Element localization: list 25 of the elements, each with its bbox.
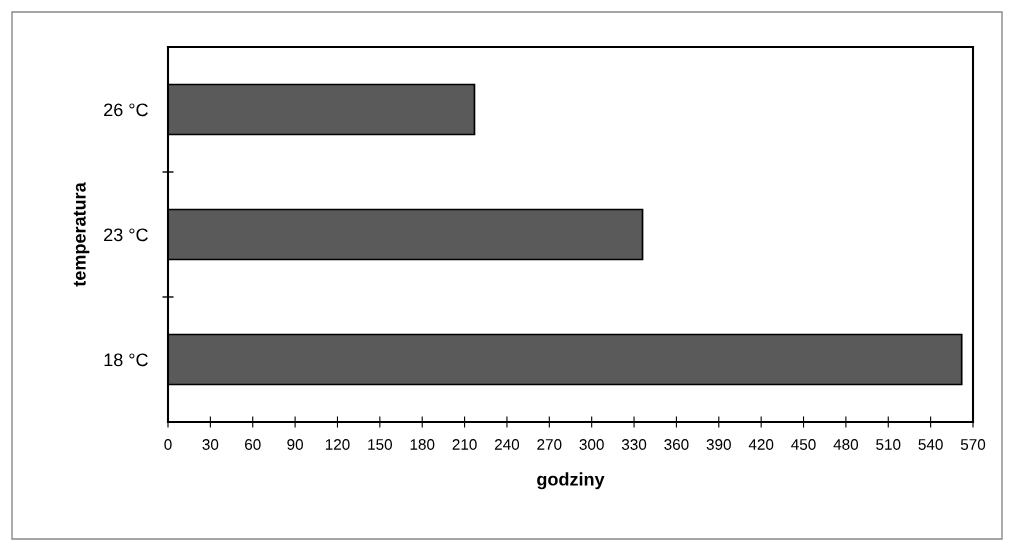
x-tick-label: 360: [664, 439, 689, 450]
x-tick-label: 210: [452, 439, 477, 450]
x-tick-label: 450: [791, 439, 816, 450]
x-axis-title: godziny: [537, 472, 605, 490]
x-tick-label: 150: [368, 439, 392, 450]
x-tick-label: 540: [918, 439, 943, 450]
y-tick-label: 23 °C: [104, 228, 148, 242]
x-tick-label: 0: [164, 439, 172, 450]
x-tick-label: 240: [494, 439, 520, 450]
x-tick-label: 60: [245, 439, 261, 450]
x-tick-label: 300: [579, 439, 604, 450]
y-tick-label: 18 °C: [104, 353, 148, 367]
y-axis-title: temperatura: [73, 182, 90, 287]
x-tick-label: 180: [410, 439, 435, 450]
x-tick-label: 510: [876, 439, 901, 450]
x-tick-label: 120: [325, 439, 350, 450]
x-tick-label: 90: [287, 439, 304, 450]
x-tick-label: 330: [621, 439, 647, 450]
x-tick-label: 480: [833, 439, 859, 450]
x-tick-label: 30: [202, 439, 219, 450]
x-tick-label: 420: [748, 439, 774, 450]
x-tick-label: 390: [706, 439, 731, 450]
y-tick-label: 26 °C: [104, 103, 148, 117]
x-tick-label: 270: [537, 439, 562, 450]
x-tick-label: 570: [960, 439, 986, 450]
